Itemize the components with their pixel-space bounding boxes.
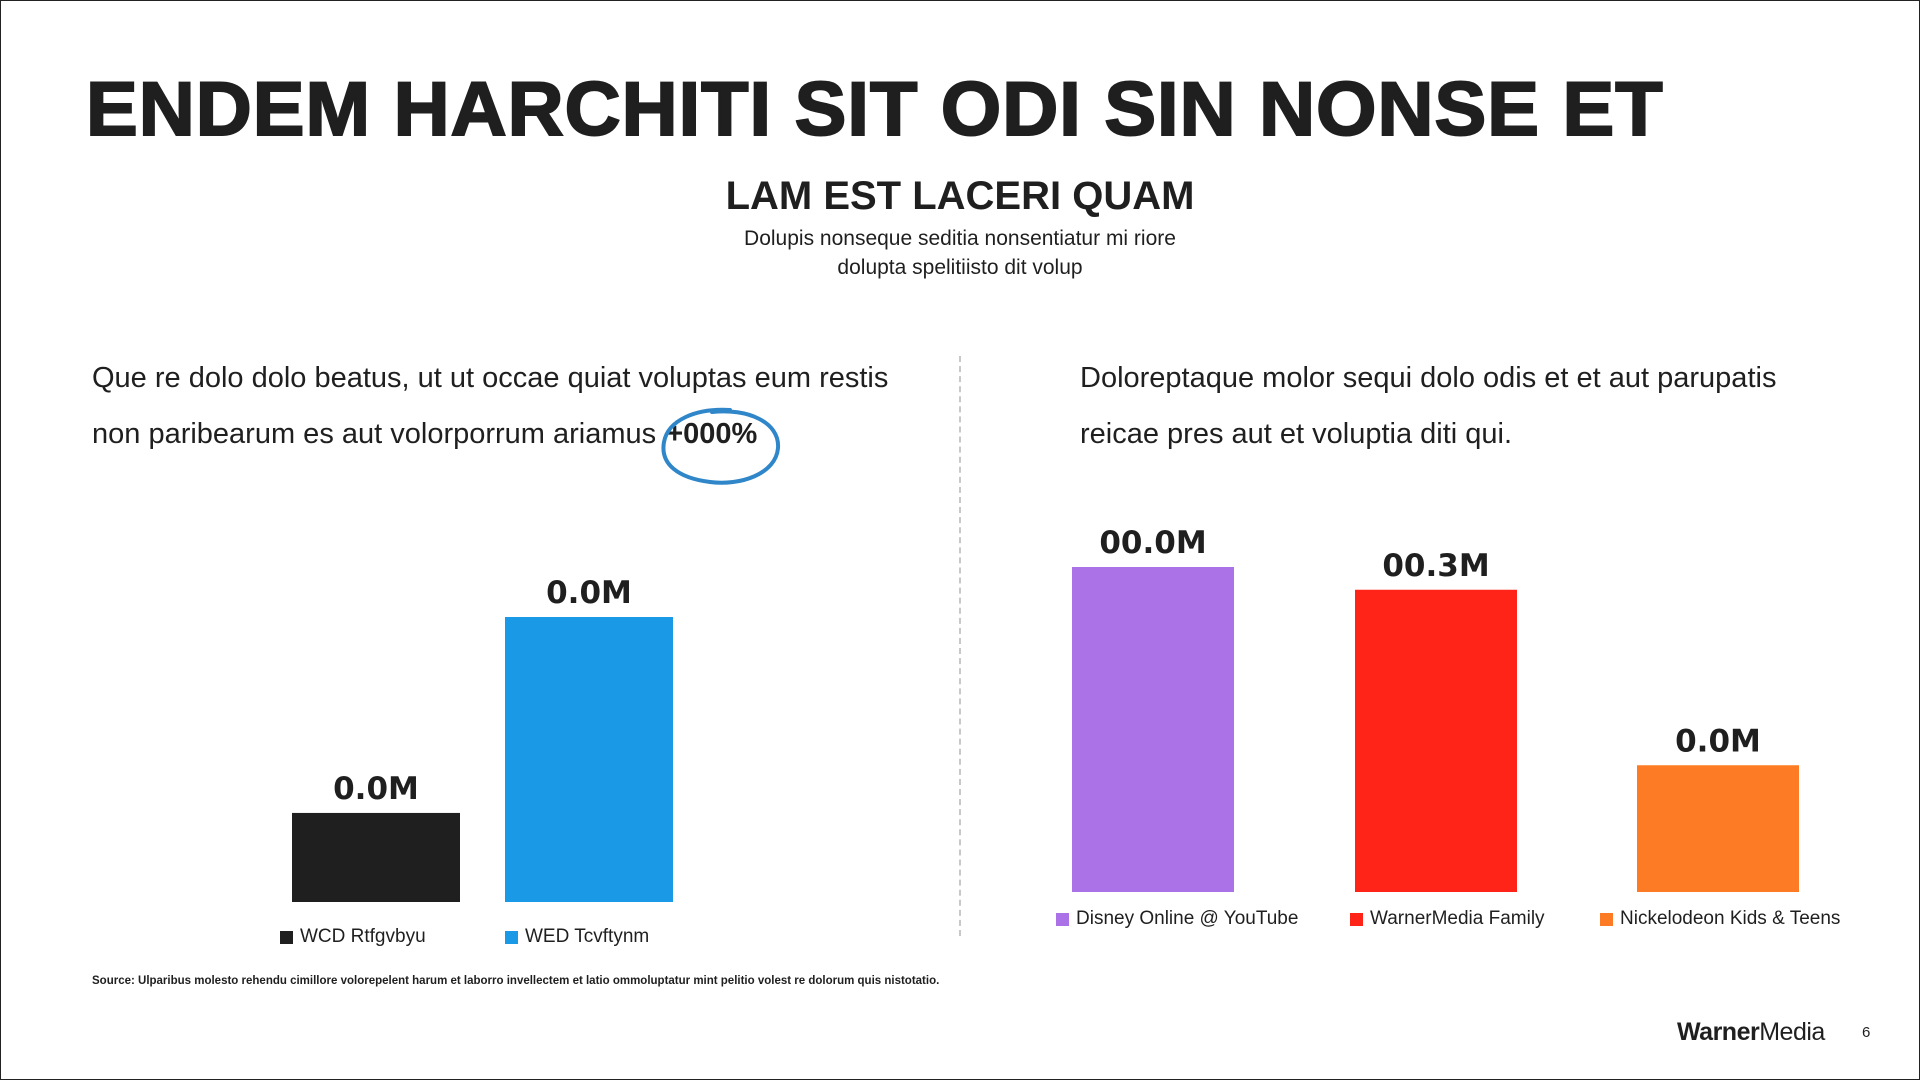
- legend-label: Nickelodeon Kids & Teens: [1620, 908, 1841, 929]
- bar-label-2-3: 0.0M: [1675, 723, 1761, 759]
- bar-label-2-2: 00.3M: [1382, 548, 1489, 584]
- right-description-line1: Doloreptaque molor sequi dolo odis et et…: [1080, 362, 1777, 394]
- legend-item-1-1: WCD Rtfgvbyu: [280, 926, 426, 948]
- legend-swatch-icon: [1600, 912, 1613, 926]
- legend-item-2-1: Disney Online @ YouTube: [1056, 908, 1298, 930]
- right-description: Doloreptaque molor sequi dolo odis et et…: [1080, 350, 1860, 462]
- legend-label: WarnerMedia Family: [1370, 908, 1545, 929]
- bar-2-1: [1072, 567, 1234, 892]
- source-note: Source: Ulparibus molesto rehendu cimill…: [92, 975, 940, 987]
- brand-logo: WarnerMedia: [1677, 1018, 1825, 1047]
- legend-swatch-icon: [280, 930, 293, 944]
- left-description-line1: Que re dolo dolo beatus, ut ut occae qui…: [92, 362, 889, 394]
- slide-title: ENDEM HARCHITI SIT ODI SIN NONSE ET: [85, 67, 1664, 152]
- legend-label: WCD Rtfgvbyu: [300, 926, 426, 947]
- column-divider: [959, 356, 961, 936]
- legend-item-2-3: Nickelodeon Kids & Teens: [1600, 908, 1840, 930]
- bar-label-1-1: 0.0M: [333, 771, 419, 807]
- legend-swatch-icon: [505, 930, 518, 944]
- brand-logo-bold: Warner: [1677, 1018, 1760, 1046]
- bar-1-2: [505, 617, 673, 902]
- left-description-line2-text: non paribearum es aut volorporrum ariamu…: [92, 418, 657, 450]
- right-description-line2: reicae pres aut et voluptia diti qui.: [1080, 418, 1513, 450]
- legend-swatch-icon: [1350, 912, 1363, 926]
- left-description: Que re dolo dolo beatus, ut ut occae qui…: [92, 350, 922, 485]
- slide-subcaption: Dolupis nonseque seditia nonsentiatur mi…: [744, 227, 1176, 279]
- legend-label: Disney Online @ YouTube: [1076, 908, 1299, 929]
- slide-subtitle: LAM EST LACERI QUAM: [725, 174, 1195, 218]
- bar-label-2-1: 00.0M: [1099, 525, 1206, 561]
- legend-item-1-2: WED Tcvftynm: [505, 926, 649, 948]
- legend-item-2-2: WarnerMedia Family: [1350, 908, 1545, 930]
- legend-swatch-icon: [1056, 912, 1069, 926]
- brand-logo-light: Media: [1759, 1018, 1825, 1046]
- bar-2-2: [1355, 589, 1517, 892]
- bar-1-1: [292, 812, 460, 902]
- page-number: 6: [1862, 1024, 1871, 1041]
- bar-label-1-2: 0.0M: [546, 575, 632, 611]
- bar-2-3: [1637, 765, 1799, 892]
- legend-label: WED Tcvftynm: [525, 926, 650, 947]
